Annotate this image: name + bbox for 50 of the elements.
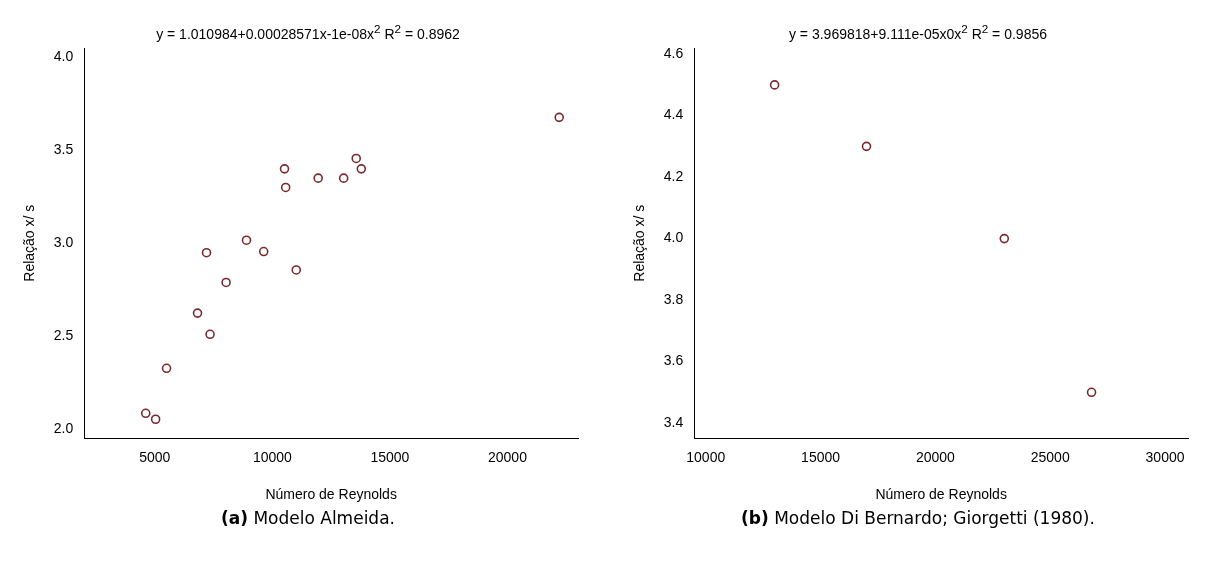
x-tick-label: 25000 <box>1030 448 1070 465</box>
x-tick-label: 20000 <box>488 448 528 465</box>
point <box>999 233 1010 244</box>
x-tick-label: 30000 <box>1145 448 1185 465</box>
y-tick-label: 4.2 <box>663 167 684 184</box>
point <box>140 408 151 419</box>
y-axis-title: Relação x/ s <box>631 204 648 282</box>
x-tick-label: 15000 <box>370 448 410 465</box>
y-tick-label: 4.6 <box>663 45 684 62</box>
y-tick-label: 3.4 <box>663 413 684 430</box>
point <box>356 164 367 174</box>
point <box>241 235 252 246</box>
point <box>1086 387 1097 398</box>
x-tick-label: 20000 <box>915 448 956 465</box>
point <box>769 80 780 90</box>
point <box>280 182 291 193</box>
text: y = 1.010984+0.00028571x-1e-08x$^{2}$ R$^{2}$ = 0.8962 <box>155 22 461 42</box>
y-tick-label: 3.0 <box>53 234 74 251</box>
point <box>258 246 269 257</box>
text: (b) Modelo Di Bernardo; Giorgetti (1980). <box>740 508 1096 528</box>
y-tick-label: 4.0 <box>53 48 74 65</box>
point <box>351 153 362 164</box>
point <box>205 329 215 340</box>
x-axis-title: Número de Reynolds <box>875 486 1007 503</box>
y-tick-label: 3.6 <box>663 352 684 369</box>
point <box>221 277 231 288</box>
point <box>279 164 290 174</box>
point <box>291 265 302 275</box>
y-tick-label: 3.5 <box>53 141 74 158</box>
y-tick-label: 4.4 <box>663 106 684 123</box>
point <box>313 173 323 183</box>
text: y = 3.969818+9.111e-05x0x$^{2}$ R$^{2}$ = 0.9856 <box>787 22 1048 42</box>
point <box>201 247 212 258</box>
point <box>554 112 564 123</box>
y-tick-label: 3.8 <box>663 290 684 307</box>
x-tick-label: 15000 <box>801 448 841 465</box>
x-tick-label: 10000 <box>686 448 726 465</box>
x-tick-label: 5000 <box>139 448 171 465</box>
point <box>150 414 161 425</box>
point <box>161 363 172 374</box>
point <box>861 141 872 152</box>
x-axis-title: Número de Reynolds <box>265 486 397 503</box>
point <box>338 173 349 183</box>
y-tick-label: 4.0 <box>663 229 684 246</box>
y-tick-label: 2.5 <box>53 327 74 344</box>
point <box>192 308 203 318</box>
y-tick-label: 2.0 <box>53 419 74 436</box>
text: (a) Modelo Almeida. <box>220 508 396 528</box>
y-axis-title: Relação x/ s <box>21 204 38 282</box>
x-tick-label: 10000 <box>252 448 293 465</box>
